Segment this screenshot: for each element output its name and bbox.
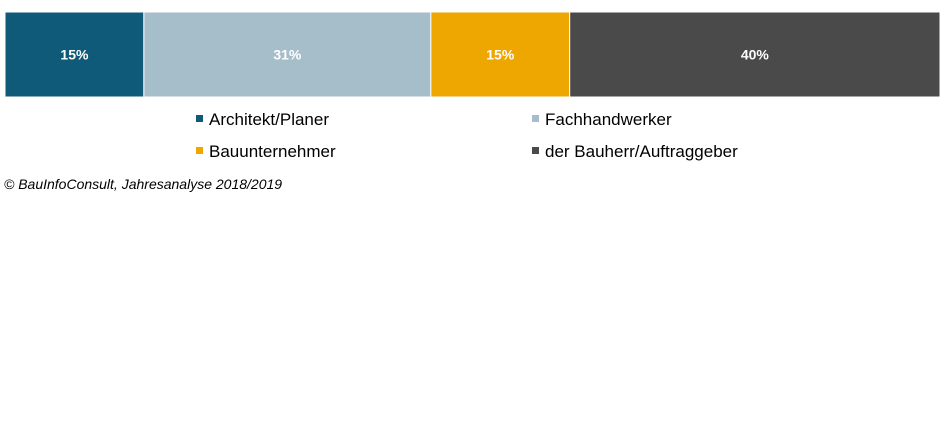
bar-segment-4: [569, 11, 941, 98]
bar-segment-3: [430, 11, 571, 98]
legend-swatch-4: [532, 147, 539, 154]
legend-label-3: Bauunternehmer: [209, 142, 336, 161]
bar-value-label-2: 31%: [273, 47, 302, 63]
legend-label-4: der Bauherr/Auftraggeber: [545, 142, 738, 161]
bar-segment-2: [143, 11, 432, 98]
bar-segment-1: [4, 11, 145, 98]
legend-swatch-2: [532, 115, 539, 122]
legend-label-1: Architekt/Planer: [209, 110, 329, 129]
stacked-bar-chart: 15% 31% 15% 40% Architekt/Planer Fachhandwerk…: [4, 11, 941, 161]
source-note: © BauInfoConsult, Jahresanalyse 2018/201…: [4, 176, 283, 192]
legend-swatch-1: [196, 115, 203, 122]
bar-value-label-4: 40%: [741, 47, 770, 63]
legend-swatch-3: [196, 147, 203, 154]
bar-value-label-3: 15%: [486, 47, 515, 63]
legend-label-2: Fachhandwerker: [545, 110, 672, 129]
bar-value-label-1: 15%: [60, 47, 89, 63]
